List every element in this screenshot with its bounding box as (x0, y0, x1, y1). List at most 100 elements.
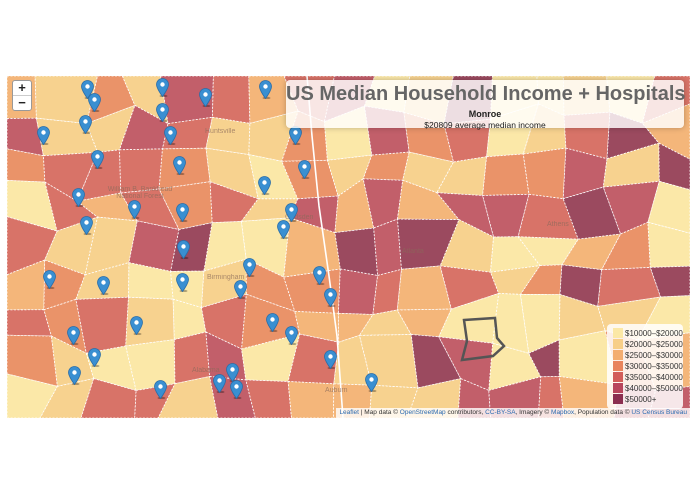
hospital-marker-icon[interactable] (164, 126, 177, 146)
county-polygon[interactable] (647, 180, 690, 234)
osm-link[interactable]: OpenStreetMap (399, 409, 446, 416)
hospital-marker-icon[interactable] (226, 363, 239, 383)
hospital-marker-icon[interactable] (156, 103, 169, 123)
hospital-marker-icon[interactable] (243, 258, 256, 278)
county-polygon[interactable] (326, 154, 373, 197)
county-polygon[interactable] (162, 116, 213, 150)
mapbox-link[interactable]: Mapbox (551, 409, 575, 416)
zoom-out-button[interactable]: − (13, 95, 31, 110)
hospital-marker-icon[interactable] (97, 276, 110, 296)
census-link[interactable]: US Census Bureau (631, 409, 687, 416)
county-polygon[interactable] (559, 264, 603, 307)
hospital-marker-icon[interactable] (67, 326, 80, 346)
hospital-marker-icon[interactable] (324, 350, 337, 370)
county-polygon[interactable] (245, 379, 292, 418)
county-polygon[interactable] (482, 193, 530, 238)
hospital-marker-icon[interactable] (177, 240, 190, 260)
county-polygon[interactable] (281, 159, 339, 200)
county-polygon[interactable] (647, 221, 690, 268)
hospital-marker-icon[interactable] (176, 273, 189, 293)
county-polygon[interactable] (157, 376, 219, 419)
hospital-marker-icon[interactable] (277, 220, 290, 240)
hospital-marker-icon[interactable] (266, 313, 279, 333)
county-polygon[interactable] (125, 339, 176, 391)
county-polygon[interactable] (334, 227, 379, 276)
county-polygon[interactable] (294, 310, 340, 343)
hospital-marker-icon[interactable] (88, 348, 101, 368)
county-polygon[interactable] (84, 216, 138, 276)
county-polygon[interactable] (649, 265, 690, 298)
hospital-marker-icon[interactable] (199, 88, 212, 108)
county-polygon[interactable] (438, 292, 500, 344)
hospital-marker-icon[interactable] (365, 373, 378, 393)
hospital-marker-icon[interactable] (230, 380, 243, 400)
county-polygon[interactable] (337, 268, 379, 315)
county-polygon[interactable] (201, 258, 247, 309)
county-polygon[interactable] (287, 381, 335, 419)
county-polygon[interactable] (558, 293, 606, 341)
choropleth-layer[interactable] (7, 76, 690, 418)
county-polygon[interactable] (658, 142, 690, 191)
county-polygon[interactable] (517, 236, 579, 267)
hospital-marker-icon[interactable] (72, 188, 85, 208)
county-polygon[interactable] (50, 335, 95, 387)
county-polygon[interactable] (528, 339, 560, 378)
county-polygon[interactable] (7, 216, 58, 276)
map-view[interactable]: Huntsville William B. Bankhead National … (7, 76, 690, 418)
county-polygon[interactable] (373, 218, 402, 277)
leaflet-link[interactable]: Leaflet (339, 409, 359, 416)
county-polygon[interactable] (76, 149, 122, 202)
county-polygon[interactable] (211, 76, 251, 124)
hospital-marker-icon[interactable] (130, 316, 143, 336)
hospital-marker-icon[interactable] (79, 115, 92, 135)
county-polygon[interactable] (396, 265, 452, 311)
county-polygon[interactable] (173, 331, 211, 385)
cc-by-sa-link[interactable]: CC-BY-SA (485, 409, 516, 416)
hospital-marker-icon[interactable] (88, 93, 101, 113)
hospital-marker-icon[interactable] (173, 156, 186, 176)
county-polygon[interactable] (337, 312, 374, 343)
county-polygon[interactable] (482, 153, 530, 196)
hospital-marker-icon[interactable] (259, 80, 272, 100)
hospital-marker-icon[interactable] (213, 374, 226, 394)
hospital-marker-icon[interactable] (313, 266, 326, 286)
zoom-in-button[interactable]: + (18, 80, 26, 95)
county-polygon[interactable] (519, 264, 563, 295)
county-polygon[interactable] (76, 192, 138, 222)
county-polygon[interactable] (7, 259, 46, 311)
hospital-marker-icon[interactable] (43, 270, 56, 290)
county-polygon[interactable] (209, 181, 259, 224)
county-polygon[interactable] (362, 151, 410, 181)
hospital-marker-icon[interactable] (258, 176, 271, 196)
county-polygon[interactable] (372, 268, 402, 315)
hospital-marker-icon[interactable] (285, 203, 298, 223)
hospital-marker-icon[interactable] (154, 380, 167, 400)
county-polygon[interactable] (436, 156, 488, 196)
county-polygon[interactable] (558, 375, 620, 418)
hospital-marker-icon[interactable] (91, 150, 104, 170)
hospital-marker-icon[interactable] (156, 78, 169, 98)
county-polygon[interactable] (597, 266, 662, 307)
hospital-marker-icon[interactable] (234, 280, 247, 300)
hospital-marker-icon[interactable] (176, 203, 189, 223)
hospital-marker-icon[interactable] (324, 288, 337, 308)
county-polygon[interactable] (402, 151, 455, 194)
county-polygon[interactable] (42, 151, 99, 202)
county-polygon[interactable] (537, 375, 565, 418)
county-polygon[interactable] (80, 378, 137, 418)
highlighted-county-outline[interactable] (460, 316, 506, 362)
county-polygon[interactable] (170, 222, 213, 272)
county-polygon[interactable] (119, 148, 163, 194)
hospital-marker-icon[interactable] (285, 326, 298, 346)
county-polygon[interactable] (39, 378, 95, 418)
hospital-marker-icon[interactable] (68, 366, 81, 386)
county-polygon[interactable] (7, 373, 58, 418)
hospital-marker-icon[interactable] (298, 160, 311, 180)
county-polygon[interactable] (205, 116, 251, 156)
hospital-marker-icon[interactable] (128, 200, 141, 220)
county-polygon[interactable] (522, 147, 567, 200)
hospital-marker-icon[interactable] (81, 80, 94, 100)
hospital-marker-icon[interactable] (37, 126, 50, 146)
hospital-marker-icon[interactable] (80, 216, 93, 236)
county-polygon[interactable] (439, 265, 500, 310)
